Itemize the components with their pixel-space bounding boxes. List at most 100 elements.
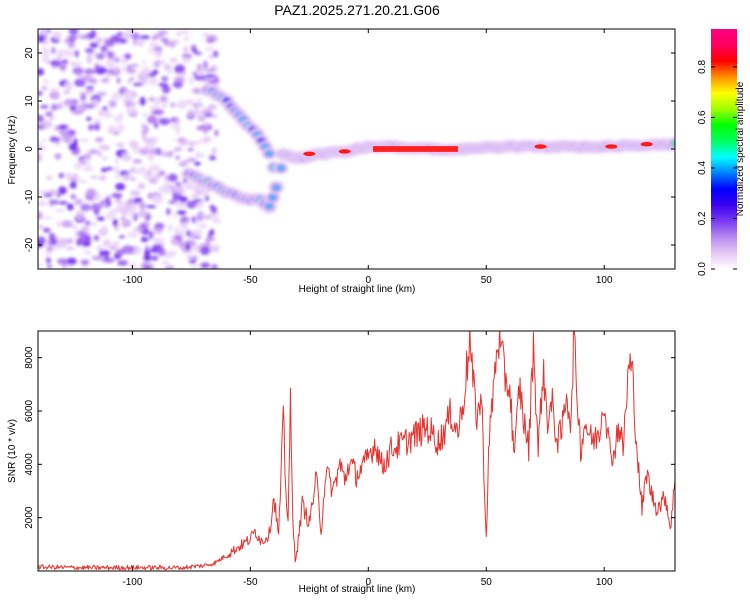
noise-blob	[139, 148, 149, 155]
carrier-peak	[640, 142, 653, 147]
colorbar-tick-label: 0.0	[697, 262, 708, 276]
noise-blob	[42, 216, 52, 220]
noise-blob	[56, 220, 63, 228]
noise-blob	[58, 186, 67, 195]
noise-blob	[41, 86, 48, 90]
noise-blob	[194, 75, 204, 81]
noise-blob	[42, 79, 51, 84]
noise-blob	[94, 137, 104, 143]
lower-branch-core	[277, 165, 285, 171]
snr-ytick-label: 8000	[24, 346, 35, 369]
noise-blob	[97, 151, 103, 157]
noise-blob	[166, 151, 174, 158]
noise-blob	[80, 161, 86, 165]
noise-blob	[38, 91, 43, 96]
noise-blob	[106, 167, 114, 171]
noise-blob	[168, 199, 177, 205]
noise-blob	[160, 95, 168, 102]
noise-blob	[84, 48, 95, 54]
noise-blob	[132, 227, 144, 232]
noise-blob	[184, 35, 190, 42]
noise-blob	[125, 102, 136, 106]
figure-title: PAZ1.2025.271.20.21.G06	[274, 2, 440, 18]
spectrogram-ytick-label: 10	[24, 95, 35, 107]
noise-blob	[129, 262, 137, 269]
noise-blob	[131, 32, 140, 41]
noise-blob	[193, 198, 203, 203]
noise-blob	[194, 161, 201, 166]
snr-x-axis-label: Height of straight line (km)	[299, 584, 416, 595]
noise-blob	[192, 235, 202, 239]
noise-blob	[149, 41, 159, 50]
noise-blob	[137, 182, 146, 190]
noise-blob	[132, 247, 142, 255]
spectrogram-heatmap	[38, 29, 675, 269]
noise-blob	[161, 150, 167, 158]
lower-branch-core	[269, 195, 276, 200]
noise-blob	[127, 199, 135, 204]
noise-blob	[197, 117, 206, 121]
noise-blob	[65, 246, 76, 251]
noise-blob	[119, 58, 128, 64]
noise-blob	[140, 66, 152, 75]
noise-blob	[118, 235, 125, 239]
noise-blob	[38, 154, 43, 162]
noise-blob	[162, 182, 172, 190]
noise-blob	[162, 104, 167, 108]
noise-blob	[56, 258, 69, 265]
noise-blob	[196, 97, 202, 107]
noise-blob	[85, 220, 91, 226]
noise-blob	[133, 197, 143, 203]
noise-blob	[81, 225, 90, 233]
noise-blob	[88, 149, 100, 155]
noise-blob	[209, 204, 215, 210]
spectrogram-blobs	[38, 29, 675, 269]
noise-blob	[101, 50, 107, 54]
noise-blob	[182, 159, 189, 165]
noise-blob	[102, 156, 108, 161]
noise-blob	[58, 124, 69, 130]
noise-blob	[38, 115, 45, 123]
noise-blob	[124, 53, 132, 60]
noise-blob	[38, 142, 43, 146]
snr-xtick-label: 100	[596, 577, 613, 588]
noise-blob	[67, 42, 76, 49]
noise-blob	[126, 231, 139, 238]
noise-blob	[41, 120, 53, 129]
noise-blob	[175, 155, 180, 160]
noise-blob	[66, 203, 74, 211]
noise-blob	[56, 238, 68, 247]
noise-blob	[214, 129, 219, 137]
noise-blob	[109, 67, 121, 77]
noise-blob	[74, 49, 79, 58]
noise-blob	[54, 208, 66, 213]
noise-blob	[108, 100, 117, 108]
noise-blob	[116, 142, 125, 148]
noise-blob	[49, 91, 61, 100]
noise-blob	[130, 190, 141, 197]
noise-blob	[201, 108, 212, 115]
noise-blob	[179, 196, 188, 203]
noise-blob	[198, 214, 209, 218]
noise-blob	[180, 216, 190, 225]
noise-blob	[113, 42, 123, 46]
noise-blob	[154, 171, 162, 179]
noise-blob	[50, 59, 62, 67]
noise-blob	[100, 45, 108, 52]
noise-blob	[192, 71, 198, 78]
carrier-core	[671, 140, 675, 146]
noise-blob	[211, 264, 218, 269]
noise-blob	[93, 123, 100, 131]
noise-blob	[85, 103, 96, 109]
noise-blob	[143, 137, 154, 144]
noise-blob	[112, 208, 119, 213]
noise-blob	[161, 84, 171, 94]
noise-blob	[132, 158, 143, 164]
noise-blob	[63, 98, 75, 107]
noise-blob	[130, 177, 136, 181]
noise-blob	[123, 217, 129, 225]
colorbar-tick-label: 0.2	[697, 211, 708, 225]
colorbar-gradient	[711, 29, 737, 269]
noise-blob	[141, 131, 147, 141]
noise-blob	[138, 201, 146, 210]
